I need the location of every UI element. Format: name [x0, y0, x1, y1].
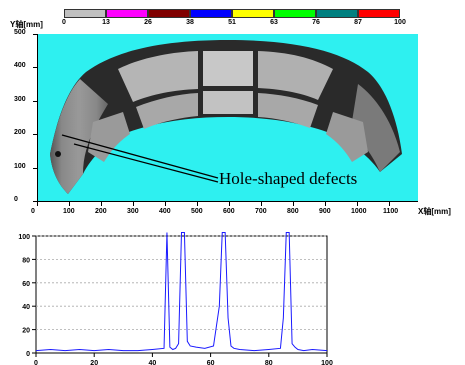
scale-swatch	[64, 9, 106, 18]
x-tick-mark	[293, 202, 294, 206]
color-scale-bar: 0 13 26 38 51 63 76 87 100	[0, 0, 465, 30]
y-axis-label: Y轴[mm]	[10, 20, 43, 29]
scale-swatch	[148, 9, 190, 18]
y-tick-mark	[33, 100, 37, 102]
scale-swatch	[190, 9, 232, 18]
x-tick-label: 1000	[351, 208, 367, 215]
x-tick-label: 40	[149, 360, 157, 365]
x-tick-mark	[357, 202, 358, 206]
y-tick-label: 20	[22, 328, 30, 335]
x-tick-mark	[133, 202, 134, 206]
x-tick-label: 0	[34, 360, 38, 365]
annotation-lines	[61, 134, 219, 183]
scale-label: 76	[312, 19, 320, 26]
scale-swatch	[316, 9, 358, 18]
x-tick-label: 80	[265, 360, 273, 365]
y-tick-mark	[33, 134, 37, 136]
x-tick-label: 1100	[383, 208, 399, 215]
x-axis-label: X轴[mm]	[418, 207, 451, 216]
x-tick-mark	[389, 202, 390, 206]
x-tick-label: 300	[127, 208, 139, 215]
x-tick-mark	[325, 202, 326, 206]
y-tick-label: 100	[18, 234, 30, 241]
profile-series-line	[35, 231, 328, 352]
x-tick-label: 600	[223, 208, 235, 215]
y-tick-label: 60	[22, 281, 30, 288]
y-tick-label: 40	[22, 304, 30, 311]
scale-label: 100	[394, 19, 406, 26]
x-tick-label: 800	[287, 208, 299, 215]
x-tick-label: 0	[31, 208, 35, 215]
scale-label: 0	[62, 19, 66, 26]
y-tick-mark	[33, 67, 37, 69]
scale-label: 63	[270, 19, 278, 26]
y-tick-mark	[33, 34, 37, 35]
y-tick-label: 300	[14, 95, 26, 103]
scale-swatch	[358, 9, 400, 18]
y-tick-label: 80	[22, 257, 30, 264]
x-tick-mark	[261, 202, 262, 206]
scale-label: 51	[228, 19, 236, 26]
scale-swatch	[274, 9, 316, 18]
x-tick-label: 700	[255, 208, 267, 215]
defect-annotation: Hole-shaped defects	[219, 169, 358, 188]
scale-label: 26	[144, 19, 152, 26]
x-tick-label: 60	[207, 360, 215, 365]
profile-line-chart: 100 80 60 40 20 00 20 40 60 80 100	[18, 231, 333, 365]
y-tick-mark	[33, 201, 37, 202]
y-tick-label: 0	[14, 196, 18, 203]
scan-image	[50, 40, 402, 194]
x-tick-mark	[37, 202, 38, 206]
scale-label: 13	[102, 19, 110, 26]
y-tick-mark	[33, 167, 37, 169]
x-tick-label: 900	[319, 208, 331, 215]
x-tick-mark	[229, 202, 230, 206]
x-tick-mark	[197, 202, 198, 206]
x-tick-mark	[165, 202, 166, 206]
y-tick-label: 500	[14, 29, 26, 36]
x-tick-label: 200	[95, 208, 107, 215]
x-tick-label: 400	[159, 208, 171, 215]
x-tick-label: 20	[90, 360, 98, 365]
x-tick-label: 100	[321, 360, 333, 365]
y-tick-label: 200	[14, 129, 26, 137]
top-plot: Y轴[mm] X轴[mm]	[0, 20, 465, 218]
y-tick-label: 100	[14, 162, 26, 170]
scale-label: 87	[354, 19, 362, 26]
x-tick-label: 100	[63, 208, 75, 215]
scale-swatch	[232, 9, 274, 18]
scale-swatch	[106, 9, 148, 18]
scale-label: 38	[186, 19, 194, 26]
y-tick-label: 400	[14, 62, 26, 70]
x-tick-mark	[69, 202, 70, 206]
x-tick-mark	[101, 202, 102, 206]
y-tick-label: 0	[26, 351, 30, 358]
bottom-plot: 100 80 60 40 20 0 0 20 40 60 80 100	[0, 228, 465, 365]
x-tick-label: 500	[191, 208, 203, 215]
plot-frame	[35, 235, 328, 354]
